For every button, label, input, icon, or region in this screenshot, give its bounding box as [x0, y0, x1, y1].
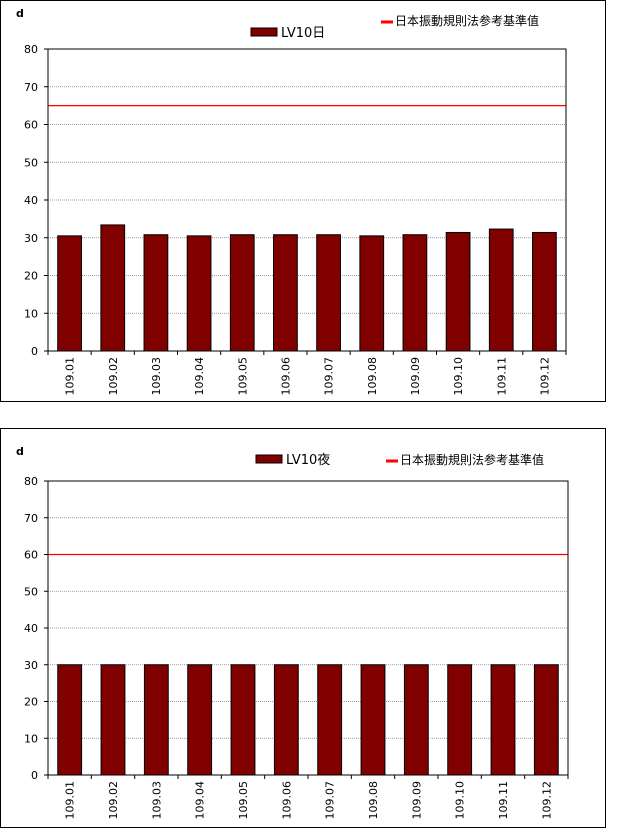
bar [317, 664, 343, 776]
x-tick-label: 109.07 [324, 781, 337, 820]
bar [273, 234, 298, 352]
x-tick-label: 109.08 [366, 357, 379, 396]
y-tick-label: 30 [24, 659, 38, 672]
unit-label: d [16, 445, 24, 458]
bar [57, 235, 82, 352]
bar [316, 234, 341, 352]
y-tick-label: 30 [24, 232, 38, 245]
legend-label-reference: 日本振動規則法参考基準值 [395, 13, 539, 28]
bar [100, 664, 126, 776]
chart-panel-day: d 0 10 20 30 40 50 60 70 80 109.01 109.02 109.03 109.… [0, 0, 606, 402]
unit-label: d [16, 7, 24, 20]
y-tick-label: 0 [31, 345, 38, 358]
bar [230, 664, 256, 776]
x-tick-label: 109.03 [150, 357, 163, 396]
x-tick-label: 109.04 [193, 357, 206, 396]
chart-night-svg: d 0 10 20 30 40 50 60 70 80 109.01 109.02 109.03 109.… [16, 445, 569, 820]
bar [187, 664, 213, 776]
bar [100, 224, 126, 352]
y-tick-label: 70 [24, 81, 38, 94]
y-tick-label: 60 [24, 549, 38, 562]
bar [488, 228, 514, 352]
x-tick-label: 109.01 [64, 781, 77, 820]
y-tick-label: 70 [24, 512, 38, 525]
chart-day-svg: d 0 10 20 30 40 50 60 70 80 109.01 109.02 109.03 109.… [16, 7, 567, 396]
x-tick-label: 109.06 [279, 357, 292, 396]
legend-label-series: LV10夜 [286, 453, 330, 468]
bar [447, 664, 473, 776]
chart-panel-night: d 0 10 20 30 40 50 60 70 80 109.01 109.02 109.03 109.… [0, 428, 606, 828]
bar [360, 664, 386, 776]
x-tick-label: 109.09 [410, 781, 423, 820]
y-tick-label: 50 [24, 156, 38, 169]
x-tick-label: 109.04 [194, 781, 207, 820]
x-tick-label: 109.10 [454, 781, 467, 820]
legend-label-reference: 日本振動規則法参考基準值 [400, 452, 544, 467]
x-tick-label: 109.06 [280, 781, 293, 820]
bar [490, 664, 516, 776]
bar [229, 234, 255, 352]
y-tick-label: 20 [24, 696, 38, 709]
x-tick-label: 109.11 [497, 781, 510, 820]
y-tick-label: 60 [24, 119, 38, 132]
x-tick-label: 109.12 [540, 781, 553, 820]
x-tick-label: 109.08 [367, 781, 380, 820]
x-tick-label: 109.02 [107, 781, 120, 820]
y-tick-label: 80 [24, 43, 38, 56]
x-tick-label: 109.03 [150, 781, 163, 820]
x-tick-label: 109.07 [323, 357, 336, 396]
y-tick-label: 80 [24, 475, 38, 488]
x-tick-label: 109.02 [107, 357, 120, 396]
y-tick-label: 10 [24, 307, 38, 320]
bar [532, 231, 557, 352]
bar [359, 235, 385, 352]
x-tick-label: 109.01 [64, 357, 77, 396]
bar [445, 231, 471, 352]
x-tick-label: 109.12 [538, 357, 551, 396]
bar [402, 234, 428, 352]
x-tick-label: 109.09 [409, 357, 422, 396]
bar [273, 664, 299, 776]
x-tick-label: 109.10 [452, 357, 465, 396]
y-tick-label: 0 [31, 769, 38, 782]
x-tick-label: 109.05 [237, 781, 250, 820]
y-tick-label: 20 [24, 270, 38, 283]
bar [143, 664, 169, 776]
legend-label-series: LV10日 [281, 26, 325, 41]
bar [186, 235, 212, 352]
y-tick-label: 10 [24, 732, 38, 745]
y-tick-label: 50 [24, 585, 38, 598]
bar [57, 664, 83, 776]
bar [403, 664, 429, 776]
x-tick-label: 109.05 [236, 357, 249, 396]
x-tick-label: 109.11 [495, 357, 508, 396]
bar [143, 234, 169, 352]
y-tick-label: 40 [24, 622, 38, 635]
legend-swatch-bar [250, 27, 278, 37]
y-tick-label: 40 [24, 194, 38, 207]
bar [533, 664, 559, 776]
legend-swatch-bar [255, 454, 283, 464]
